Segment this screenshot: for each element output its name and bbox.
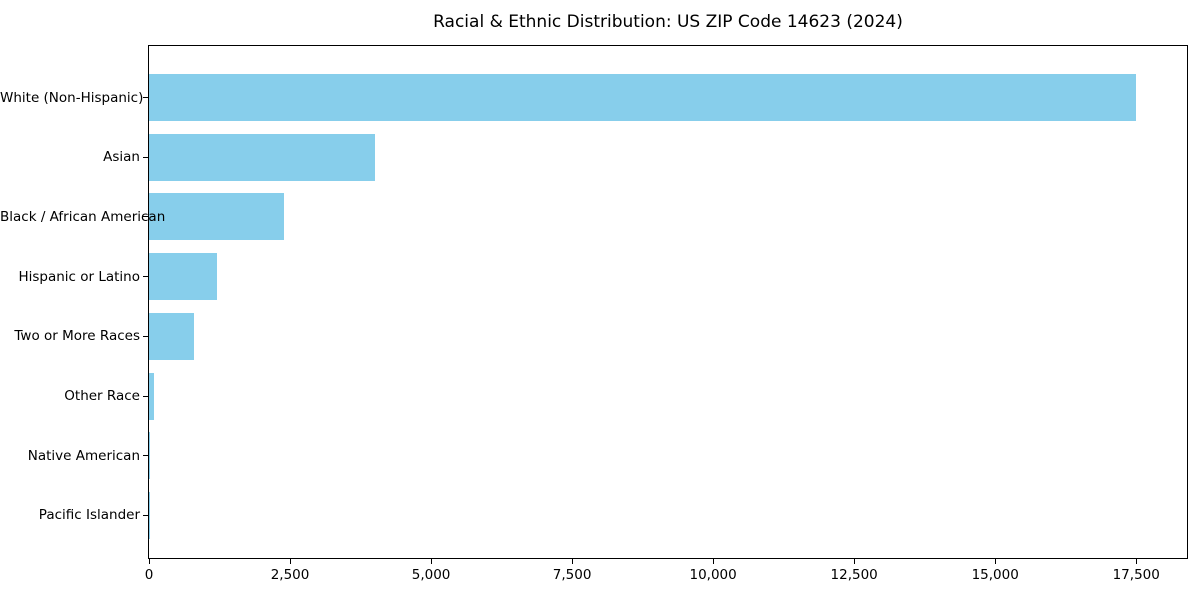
x-tick-mark — [1135, 559, 1137, 564]
y-tick-label: Two or More Races — [14, 328, 140, 345]
y-tick-mark — [143, 395, 148, 397]
plot-area — [148, 45, 1188, 559]
y-tick-mark — [143, 156, 148, 158]
y-tick-label: Native American — [27, 447, 140, 464]
x-tick-label: 10,000 — [689, 567, 737, 583]
x-tick-mark — [571, 559, 573, 564]
bar — [149, 432, 151, 480]
bar — [149, 133, 375, 181]
y-tick-label: Other Race — [64, 388, 140, 405]
y-tick-mark — [143, 455, 148, 457]
x-tick-mark — [712, 559, 714, 564]
bar — [149, 312, 195, 360]
x-tick-label: 0 — [144, 567, 154, 583]
y-tick-label: White (Non-Hispanic) — [0, 89, 144, 106]
x-tick-mark — [430, 559, 432, 564]
x-tick-label: 5,000 — [411, 567, 451, 583]
x-tick-label: 12,500 — [830, 567, 878, 583]
x-tick-mark — [853, 559, 855, 564]
bar — [149, 74, 1137, 121]
x-tick-label: 17,500 — [1112, 567, 1160, 583]
x-tick-mark — [994, 559, 996, 564]
y-tick-label: Hispanic or Latino — [18, 268, 140, 285]
y-tick-mark — [143, 335, 148, 337]
y-tick-mark — [143, 276, 148, 278]
bar — [149, 253, 217, 301]
x-tick-mark — [148, 559, 150, 564]
y-tick-label: Black / African American — [0, 208, 166, 225]
y-tick-label: Pacific Islander — [38, 507, 140, 524]
x-tick-label: 7,500 — [552, 567, 592, 583]
bar — [149, 193, 285, 241]
y-tick-mark — [143, 514, 148, 516]
bar — [149, 372, 154, 420]
chart-title: Racial & Ethnic Distribution: US ZIP Cod… — [433, 12, 903, 32]
x-tick-label: 15,000 — [971, 567, 1019, 583]
y-tick-mark — [143, 97, 148, 98]
x-tick-mark — [289, 559, 291, 564]
y-tick-label: Asian — [103, 149, 140, 166]
x-tick-label: 2,500 — [270, 567, 310, 583]
y-tick-mark — [143, 216, 148, 218]
